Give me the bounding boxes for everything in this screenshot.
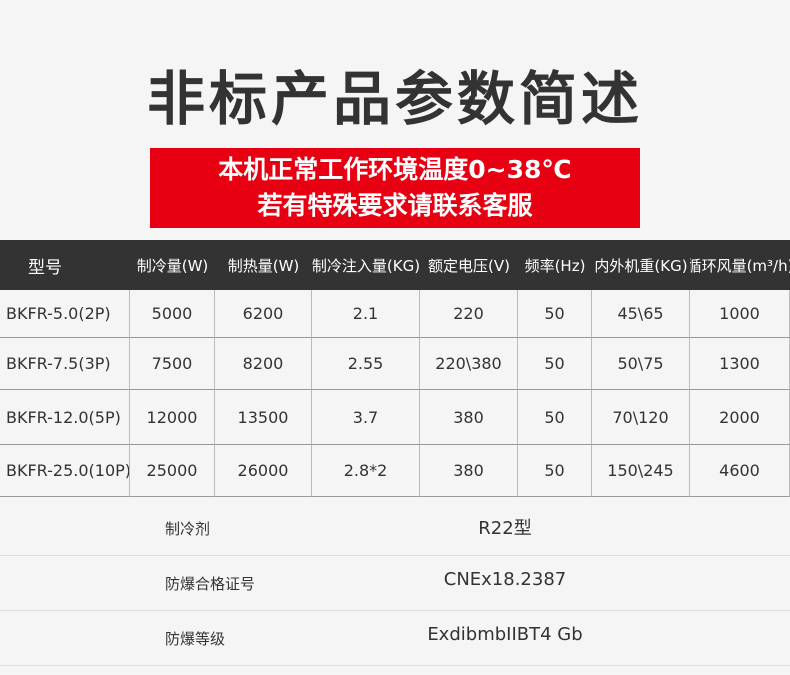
title: 非标产品参数简述 xyxy=(146,65,643,133)
notice-line: 若有特殊要求请联系客服 xyxy=(257,191,533,220)
table-cell: 50\75 xyxy=(592,338,690,390)
table-cell: 13500 xyxy=(215,390,312,445)
table-cell: 6200 xyxy=(215,290,312,338)
table-cell: 2.8*2 xyxy=(312,445,420,497)
column-header: 制冷量(W) xyxy=(130,240,215,290)
table-cell: 4600 xyxy=(690,445,790,497)
spec-row: 防爆合格证号 CNEx18.2387 xyxy=(0,555,790,611)
column-header: 内外机重(KG) xyxy=(592,240,690,290)
column-header: 循环风量(m³/h) xyxy=(690,240,790,290)
notice-banner: 本机正常工作环境温度0~38℃ 若有特殊要求请联系客服 xyxy=(150,148,640,228)
table-cell: BKFR-25.0(10P) xyxy=(0,445,130,497)
column-header: 制热量(W) xyxy=(215,240,312,290)
table-cell: 50 xyxy=(518,390,592,445)
table-cell: 2000 xyxy=(690,390,790,445)
notice-line: 本机正常工作环境温度0~38℃ xyxy=(218,155,572,184)
spec-label: 防爆等级 xyxy=(165,630,226,648)
table-cell: 8200 xyxy=(215,338,312,390)
spec-row: 防爆等级 ExdibmbIIBT4 Gb xyxy=(0,610,790,666)
table-cell: BKFR-7.5(3P) xyxy=(0,338,130,390)
table-cell: 380 xyxy=(420,390,518,445)
table-cell: 26000 xyxy=(215,445,312,497)
table-cell: 3.7 xyxy=(312,390,420,445)
table-cell: 12000 xyxy=(130,390,215,445)
table-cell: BKFR-5.0(2P) xyxy=(0,290,130,338)
table-cell: BKFR-12.0(5P) xyxy=(0,390,130,445)
spec-label: 制冷剂 xyxy=(165,520,211,538)
table-cell: 2.1 xyxy=(312,290,420,338)
table-cell: 220 xyxy=(420,290,518,338)
spec-label: 防爆合格证号 xyxy=(165,575,256,593)
table-cell: 5000 xyxy=(130,290,215,338)
table-cell: 70\120 xyxy=(592,390,690,445)
spec-value: R22型 xyxy=(478,518,532,539)
column-header: 型号 xyxy=(0,240,130,290)
spec-value: ExdibmbIIBT4 Gb xyxy=(427,624,583,645)
table-cell: 1300 xyxy=(690,338,790,390)
column-header: 频率(Hz) xyxy=(518,240,592,290)
table-cell: 150\245 xyxy=(592,445,690,497)
table-cell: 220\380 xyxy=(420,338,518,390)
table-cell: 7500 xyxy=(130,338,215,390)
table-cell: 45\65 xyxy=(592,290,690,338)
table-cell: 1000 xyxy=(690,290,790,338)
table-cell: 50 xyxy=(518,445,592,497)
table-cell: 380 xyxy=(420,445,518,497)
column-header: 制冷注入量(KG) xyxy=(312,240,420,290)
column-header: 额定电压(V) xyxy=(420,240,518,290)
table-cell: 25000 xyxy=(130,445,215,497)
table-cell: 50 xyxy=(518,338,592,390)
table-cell: 50 xyxy=(518,290,592,338)
spec-row: 制冷剂 R22型 xyxy=(0,500,790,556)
spec-value: CNEx18.2387 xyxy=(443,569,567,590)
table-cell: 2.55 xyxy=(312,338,420,390)
